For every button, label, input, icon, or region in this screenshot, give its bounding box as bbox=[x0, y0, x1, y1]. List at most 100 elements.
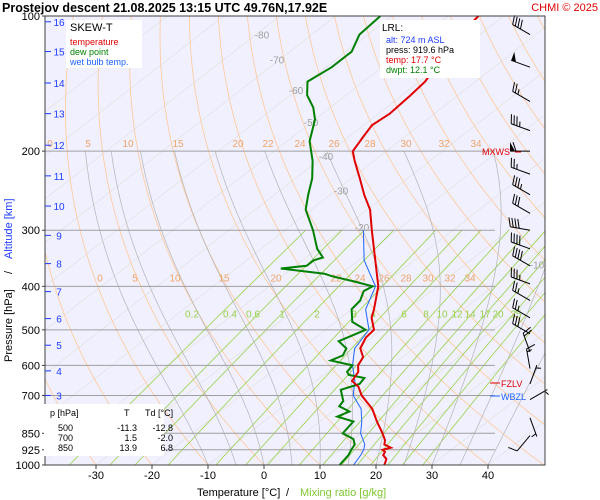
levels-header-t: T bbox=[124, 408, 130, 418]
lrl-dewpoint: dwpt: 12.1 °C bbox=[386, 65, 441, 75]
dry-adiabat-line bbox=[595, 16, 600, 465]
dewpoint-curve bbox=[280, 16, 382, 465]
dry-adiabat-line bbox=[392, 16, 545, 261]
wind-barb-feather bbox=[514, 299, 518, 310]
temperature-tick-label: 30 bbox=[426, 470, 438, 482]
wind-barb-staff bbox=[510, 226, 531, 231]
dry-adiabat-line bbox=[566, 16, 600, 465]
wind-barb bbox=[511, 51, 531, 68]
wind-barb-feather bbox=[523, 329, 532, 337]
levels-row-1-td: -2.0 bbox=[157, 433, 173, 443]
isotherm-line bbox=[45, 16, 448, 331]
wind-barb-feather bbox=[512, 175, 516, 185]
mixing-ratio-label: 34 bbox=[464, 273, 476, 284]
temperature-tick-label: -30 bbox=[88, 470, 104, 482]
wind-barb bbox=[512, 15, 531, 36]
altitude-tick-label: 10 bbox=[53, 202, 65, 213]
pressure-tick-label: 100 bbox=[22, 11, 40, 23]
wind-barb-feather bbox=[514, 16, 518, 27]
mixing-ratio-line bbox=[322, 229, 530, 465]
y-axis-title-pressure: Pressure [hPa] bbox=[3, 289, 15, 362]
wind-barb-feather bbox=[508, 217, 511, 227]
isotherm-line bbox=[45, 16, 224, 156]
mixing-ratio-label: 10 bbox=[122, 139, 134, 150]
wind-barb-staff bbox=[511, 59, 531, 68]
wind-barb-feather bbox=[519, 19, 523, 30]
temperature-tick-label: 20 bbox=[370, 470, 382, 482]
mixing-ratio-label: 15 bbox=[218, 273, 230, 284]
wind-barb-feather bbox=[517, 317, 521, 327]
wind-barb-feather bbox=[517, 218, 520, 229]
legend-item-wetbulb: wet bulb temp. bbox=[69, 57, 129, 67]
mixing-ratio-line bbox=[422, 313, 545, 465]
wind-barb-staff bbox=[511, 241, 531, 250]
mixing-ratio-label: 26 bbox=[378, 273, 390, 284]
wind-barb bbox=[512, 246, 531, 267]
levels-row-0-td: -12.8 bbox=[152, 423, 173, 433]
altitude-tick-label: 5 bbox=[56, 341, 62, 352]
wind-barb-staff bbox=[522, 332, 531, 353]
isotherm-line bbox=[45, 16, 504, 375]
temperature-curve bbox=[350, 16, 480, 465]
wind-barb-feather bbox=[526, 343, 536, 350]
legend-item-temperature: temperature bbox=[70, 37, 119, 47]
mixing-ratio-label: 2 bbox=[314, 310, 320, 321]
mixing-ratio-label: 3 bbox=[351, 310, 357, 321]
mxws-marker: MXWS bbox=[482, 147, 510, 157]
mixing-ratio-label: 0 bbox=[97, 273, 103, 284]
wind-barb-staff bbox=[511, 123, 531, 132]
mixing-ratio-line bbox=[387, 276, 545, 465]
levels-row-2-t: 13.9 bbox=[119, 443, 137, 453]
temperature-tick-label: 0 bbox=[261, 470, 267, 482]
levels-header-td: Td [°C] bbox=[145, 408, 173, 418]
mixing-ratio-line bbox=[341, 230, 545, 465]
x-axis-title-separator: / bbox=[286, 487, 290, 499]
mixing-ratio-label: 30 bbox=[422, 273, 434, 284]
wind-barb-feather bbox=[512, 193, 516, 204]
lrl-title: LRL: bbox=[382, 23, 403, 34]
dry-adiabat-label: -40 bbox=[319, 152, 334, 163]
dry-adiabat-label: -60 bbox=[289, 86, 304, 97]
wind-barb-feather bbox=[512, 246, 516, 256]
dry-adiabat-label: -50 bbox=[304, 118, 319, 129]
mixing-ratio-label: 22 bbox=[330, 273, 342, 284]
pressure-tick-label: 300 bbox=[22, 225, 40, 237]
pressure-tick-label: 400 bbox=[22, 281, 40, 293]
mixing-ratio-label: 10 bbox=[169, 273, 181, 284]
isotherm-line bbox=[45, 16, 280, 200]
mixing-ratio-label: 0.2 bbox=[185, 310, 199, 321]
mixing-ratio-label: 20 bbox=[492, 310, 504, 321]
wind-barb-feather bbox=[514, 176, 518, 187]
isotherm-line bbox=[45, 70, 545, 462]
altitude-tick-label: 4 bbox=[56, 367, 62, 378]
mixing-ratio-label: 17 bbox=[479, 310, 491, 321]
lrl-temperature: temp: 17.7 °C bbox=[386, 55, 442, 65]
wind-barb-half-feather bbox=[531, 433, 537, 438]
wind-barb-staff bbox=[512, 255, 531, 267]
wind-barb-feather bbox=[514, 195, 518, 205]
wind-barb bbox=[512, 175, 531, 196]
temperature-tick-label: 10 bbox=[314, 470, 326, 482]
wind-barb-feather bbox=[512, 15, 516, 25]
mixing-ratio-label: 30 bbox=[400, 139, 412, 150]
mixing-ratio-label: 28 bbox=[400, 273, 412, 284]
mixing-ratio-label: 22 bbox=[262, 139, 274, 150]
lrl-pressure: press: 919.6 hPa bbox=[386, 45, 454, 55]
wind-barb-feather bbox=[517, 18, 521, 28]
wind-barb-staff bbox=[511, 276, 531, 285]
levels-row-2-td: 6.8 bbox=[160, 443, 173, 453]
pressure-tick-label: 850 bbox=[22, 428, 40, 440]
wind-barb bbox=[510, 114, 531, 132]
wind-barb bbox=[510, 232, 531, 250]
legend-item-dewpoint: dew point bbox=[70, 47, 109, 57]
wind-barb-feather bbox=[514, 282, 518, 293]
mixing-ratio-label: 28 bbox=[364, 139, 376, 150]
pressure-tick-label: 1000 bbox=[16, 460, 40, 472]
chart-title: Prostejov descent 21.08.2025 13:15 UTC 4… bbox=[2, 1, 327, 15]
pressure-tick-label: 200 bbox=[22, 146, 40, 158]
mixing-ratio-line bbox=[167, 229, 394, 465]
levels-row-1-p: 700 bbox=[58, 433, 73, 443]
isotherm-line bbox=[543, 463, 545, 465]
mixing-ratio-label: 20 bbox=[270, 273, 282, 284]
levels-row-0-t: -11.3 bbox=[117, 423, 137, 433]
